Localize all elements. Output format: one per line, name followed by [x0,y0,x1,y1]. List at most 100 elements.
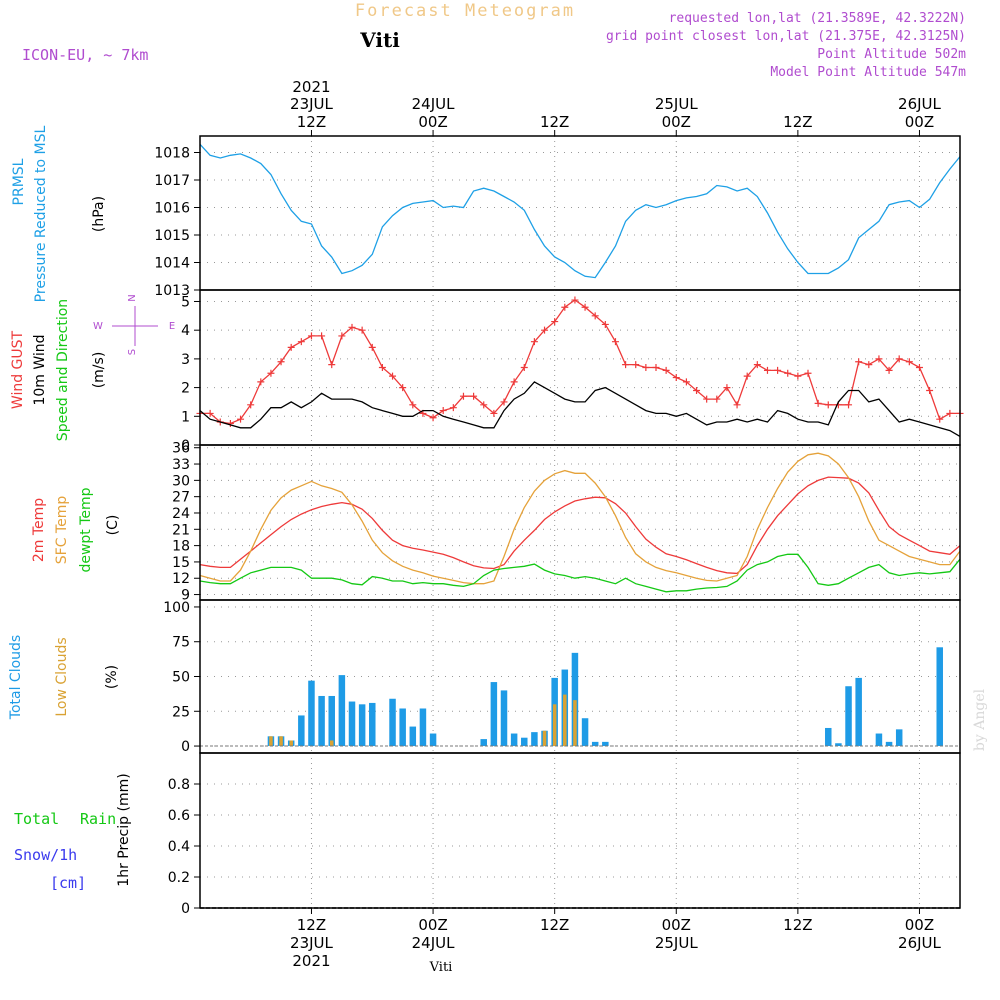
pressure-ytick-label: 1013 [154,283,190,299]
gust-point [399,384,407,392]
total-rain-label-total: Total [14,810,59,828]
temp-ytick-label: 12 [172,571,190,587]
gust-point [682,378,690,386]
top-hour-label: 00Z [418,113,447,131]
total-cloud-bar [936,647,943,747]
total-cloud-bar [825,727,832,747]
temp-ytick-label: 36 [172,441,190,457]
total-cloud-bar [845,686,852,747]
gust-point [703,395,711,403]
clouds-ytick-label: 75 [172,635,190,651]
precip-ytick-label: 0.2 [168,870,190,886]
wind-ytick-label: 0 [181,438,190,454]
top-date-label: 25JUL [655,95,698,113]
top-year-label: 2021 [292,78,330,96]
total-cloud-bar [338,675,346,747]
total-cloud-bar [602,741,609,747]
total-cloud-bar [308,680,315,747]
gust-point [611,338,619,346]
gust-point [915,364,923,371]
gust-point [368,343,376,351]
gust-point [784,369,792,377]
location-name: Viti [359,28,400,52]
grid-point-coords: grid point closest lon,lat (21.375E, 42.… [606,29,966,44]
bottom-hour-label: 12Z [297,916,326,934]
requested-coords: requested lon,lat (21.3589E, 42.3222N) [669,11,966,26]
gust-point [632,361,640,369]
prmsl-label: PRMSL [11,158,27,205]
pressure-ytick-label: 1017 [154,173,190,189]
gust-point [601,320,609,328]
gust-point [541,326,549,334]
pressure-unit-label: (hPa) [91,196,107,232]
clouds-ytick-label: 0 [181,739,190,755]
compass-east: E [169,321,175,332]
top-date-label: 24JUL [412,95,455,113]
gust-point [257,378,265,386]
dewpt-temp-line [199,553,961,593]
total-cloud-bar [369,702,376,747]
gust-point [642,364,650,371]
gust-point [591,312,599,320]
gust-point [338,332,346,340]
total-cloud-bar [531,732,538,747]
total-cloud-bar [571,652,579,747]
bottom-year-label: 2021 [292,952,330,970]
gust-point [743,372,751,380]
total-cloud-bar [895,729,903,747]
gust-point [845,401,853,409]
gust-point [652,364,660,371]
bottom-date-label: 23JUL [290,934,333,952]
wind-ytick-label: 5 [181,294,190,310]
total-cloud-bar [521,737,528,747]
gust-point [318,332,326,340]
total-cloud-bar [490,682,498,747]
gust-point [409,401,417,409]
gust-point [693,386,701,394]
dewpt-temp-label: dewpt Temp [78,487,94,572]
clouds-panel: 0 25 50 75 100 [163,599,961,755]
total-cloud-bar [885,741,893,747]
total-cloud-bar [328,695,335,747]
watermark: by Angel [972,688,988,751]
gust-point [763,366,771,374]
gust-point [287,343,295,351]
gust-point [561,303,569,311]
precip-ytick-label: 0.6 [168,808,190,824]
gust-point [510,378,518,386]
gust-point [753,361,761,369]
2m-temp-line [199,476,961,575]
wind-frame [199,289,961,446]
bottom-date-label: 25JUL [655,934,698,952]
gust-point [449,404,457,412]
total-cloud-bar [480,739,487,747]
temp-ytick-label: 24 [172,506,190,522]
bottom-date-label: 24JUL [412,934,455,952]
temp2m-label: 2m Temp [31,498,47,562]
top-hour-label: 00Z [662,113,691,131]
bottom-hour-label: 12Z [783,916,812,934]
gust-point [723,384,731,392]
clouds-ytick-label: 100 [163,600,190,616]
temp-ytick-label: 21 [172,522,190,538]
gust-point [885,366,893,374]
total-cloud-bar [389,698,396,747]
gust-point [946,409,954,417]
gust-point [774,366,782,374]
temp-ytick-label: 33 [172,457,190,473]
wind-gust-line [200,299,960,425]
sfc-temp-label: SFC Temp [54,496,70,565]
gust-point [237,415,245,423]
wind-10m-label: 10m Wind [32,334,48,405]
wind-unit-label: (m/s) [91,352,107,389]
gust-point [581,303,589,311]
total-clouds-label: Total Clouds [8,635,24,720]
bottom-hour-label: 12Z [540,916,569,934]
total-cloud-bar [419,708,427,747]
total-rain-label-rain: Rain [80,810,116,828]
gust-point [378,364,386,371]
compass-west: W [93,321,103,332]
sfc-temp-line [199,452,961,585]
temp-ytick-label: 18 [172,539,190,555]
